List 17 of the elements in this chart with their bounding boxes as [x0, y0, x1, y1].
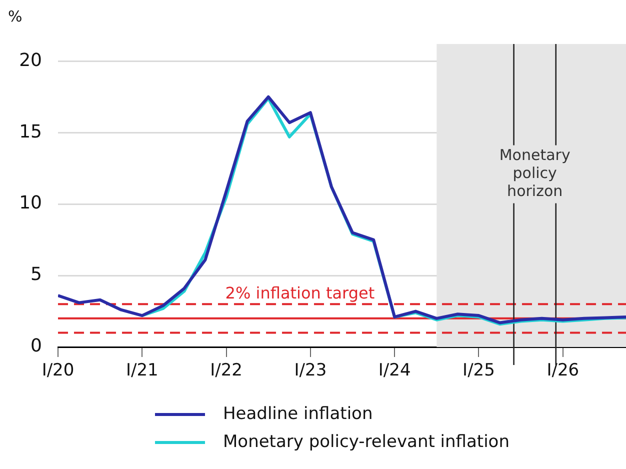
x-tick-label: I/25: [462, 360, 495, 381]
x-tick-label: I/22: [210, 360, 242, 381]
y-tick-label: 5: [30, 264, 42, 286]
annotation: Monetary policy horizon: [499, 146, 570, 200]
legend-label: Headline inflation: [223, 404, 373, 424]
x-tick-label: I/23: [294, 360, 327, 381]
y-tick-label: 0: [30, 336, 42, 357]
y-tick-label: 20: [19, 50, 42, 71]
x-tick-label: I/24: [378, 360, 411, 381]
y-tick-label: 10: [19, 192, 42, 214]
x-tick-label: I/26: [546, 360, 580, 381]
y-tick-label: 15: [19, 121, 42, 142]
legend-label: Monetary policy-relevant inflation: [223, 432, 510, 452]
x-tick-label: I/21: [126, 360, 158, 381]
ref-line-label: 2% inflation target: [225, 284, 375, 303]
x-tick-label: I/20: [42, 360, 74, 381]
y-axis-title: %: [8, 7, 22, 26]
